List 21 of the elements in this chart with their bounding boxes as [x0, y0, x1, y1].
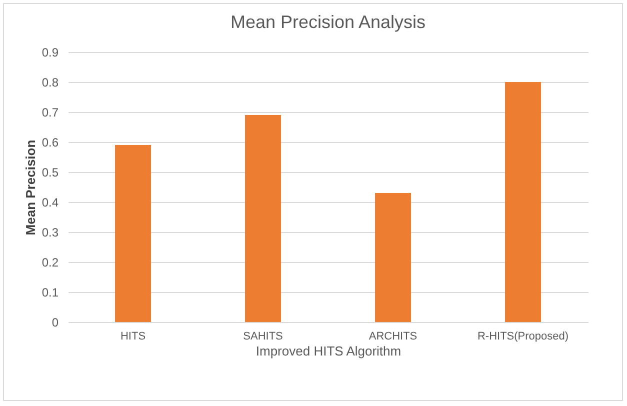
- y-tick-label: 0.3: [42, 226, 59, 240]
- y-tick-label: 0.6: [42, 136, 59, 150]
- x-tick-label: R-HITS(Proposed): [477, 330, 569, 342]
- y-axis-title: Mean Precision: [22, 140, 38, 236]
- y-tick-label: 0.9: [42, 46, 59, 60]
- x-tick-label: SAHITS: [243, 330, 283, 342]
- y-tick-label: 0.7: [42, 106, 59, 120]
- bar: [245, 115, 281, 322]
- bar: [375, 193, 411, 322]
- y-tick-label: 0.4: [42, 196, 59, 210]
- y-tick-label: 0.5: [42, 166, 59, 180]
- x-tick-label: ARCHITS: [368, 330, 418, 342]
- chart-title: Mean Precision Analysis: [230, 12, 426, 32]
- y-tick-label: 0.8: [42, 76, 59, 90]
- bar: [115, 145, 151, 322]
- y-tick-label: 0.2: [42, 256, 59, 270]
- y-tick-label: 0.1: [42, 286, 59, 300]
- y-tick-label: 0: [52, 316, 59, 330]
- bar: [505, 82, 541, 322]
- x-axis-title: Improved HITS Algorithm: [256, 344, 402, 358]
- x-tick-label: HITS: [120, 330, 146, 342]
